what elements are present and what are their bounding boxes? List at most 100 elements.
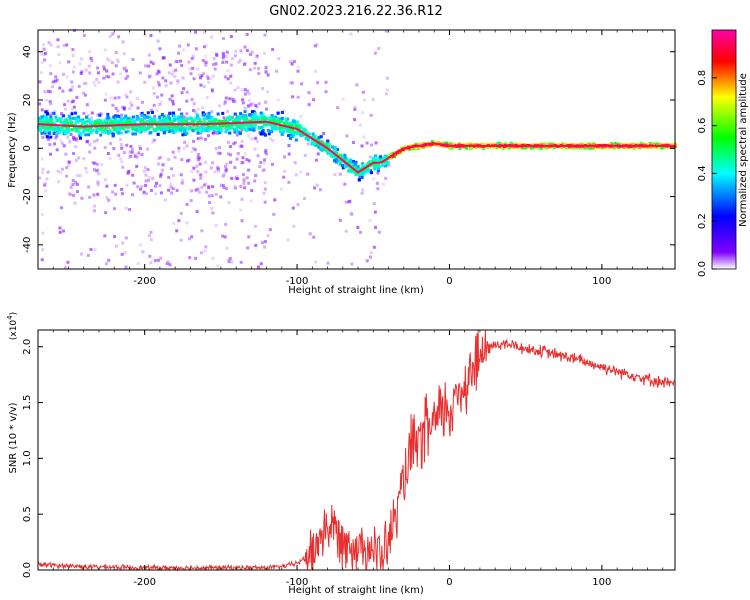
spectrogram-cell: [140, 100, 144, 104]
spectrogram-cell: [233, 118, 237, 122]
spectrogram-cell: [202, 31, 206, 35]
spectrogram-cell: [192, 123, 196, 127]
spectrogram-cell: [240, 88, 244, 92]
spectrogram-cell: [585, 146, 589, 150]
spectrogram-cell: [138, 144, 142, 148]
spectrogram-cell: [351, 160, 355, 164]
spectrogram-cell: [362, 170, 366, 174]
spectrogram-cell: [162, 131, 166, 135]
spectrogram-cell: [117, 131, 121, 135]
spectrogram-cell: [242, 177, 246, 181]
spectrogram-cell: [197, 121, 201, 125]
spectrogram-cell: [263, 118, 267, 122]
spectrogram-cell: [114, 114, 118, 118]
spectrogram-cell: [110, 61, 114, 65]
spectrogram-cell: [191, 54, 195, 58]
spectrogram-cell: [365, 163, 369, 167]
spectrogram-cell: [72, 65, 76, 69]
spectrogram-cell: [146, 147, 150, 151]
spectrogram-y-axis-label: Frequency (Hz): [7, 112, 18, 188]
spectrogram-cell: [318, 188, 322, 192]
spectrogram-cell: [458, 146, 462, 150]
spectrogram-cell: [143, 117, 147, 121]
spectrogram-cell: [210, 207, 214, 211]
spectrogram-cell: [253, 123, 257, 127]
spectrogram-cell: [142, 190, 146, 194]
spectrogram-cell: [225, 55, 229, 59]
spectrogram-cell: [46, 170, 50, 174]
spectrogram-cell: [265, 90, 269, 94]
spectrogram-cell: [46, 127, 50, 131]
spectrogram-cell: [330, 145, 334, 149]
spectrogram-cell: [43, 58, 47, 62]
spectrogram-cell: [63, 266, 67, 270]
spectrogram-cell: [111, 103, 115, 107]
spectrogram-cell: [165, 261, 169, 265]
spectrogram-cell: [283, 170, 287, 174]
colorbar: 0.0 0.2 0.4 0.6 0.8 Normalized spectral ampl…: [697, 29, 749, 277]
spectrogram-cell: [530, 146, 534, 150]
spectrogram-cell: [80, 57, 84, 61]
spectrogram-cell: [257, 72, 261, 76]
spectrogram-cell: [279, 119, 283, 123]
spectrogram-cell: [116, 109, 120, 113]
spectrogram-cell: [46, 89, 50, 93]
spectrogram-cell: [360, 144, 364, 148]
spectrogram-cell: [243, 110, 247, 114]
spectrogram-cell: [124, 69, 128, 73]
spectrogram-cell: [148, 115, 152, 119]
spectrogram-cell: [38, 120, 42, 124]
spectrogram-cell: [139, 118, 143, 122]
spectrogram-cell: [72, 193, 76, 197]
spectrogram-cell: [221, 60, 225, 64]
spectrogram-cell: [135, 115, 139, 119]
spectrogram-cell: [269, 119, 273, 123]
spectrogram-cell: [237, 130, 241, 134]
spectrogram-cell: [310, 139, 314, 143]
spectrogram-cell: [224, 126, 228, 130]
spectrogram-cell: [119, 137, 123, 141]
spectrogram-cell: [46, 119, 50, 123]
spectrogram-cell: [90, 120, 94, 124]
spectrogram-cell: [263, 51, 267, 55]
spectrogram-cell: [190, 127, 194, 131]
spectrogram-cell: [270, 125, 274, 129]
spectrogram-cell: [200, 74, 204, 78]
spectrogram-cell: [263, 121, 267, 125]
spectrogram-cell: [128, 117, 132, 121]
spectrogram-cell: [207, 194, 211, 198]
spectrogram-cell: [105, 69, 109, 73]
spectrogram-cell: [125, 117, 129, 121]
spectrogram-cell: [181, 115, 185, 119]
spectrogram-cell: [222, 173, 226, 177]
spectrogram-cell: [284, 117, 288, 121]
spectrogram-cell: [120, 192, 124, 196]
spectrogram-cell: [180, 181, 184, 185]
spectrogram-cell: [306, 137, 310, 141]
spectrogram-cell: [112, 127, 116, 131]
spectrogram-cell: [183, 128, 187, 132]
spectrogram-cell: [374, 158, 378, 162]
spectrogram-cell: [206, 134, 210, 138]
spectrogram-cell: [73, 201, 77, 205]
spectrogram-cell: [646, 145, 650, 149]
spectrogram-cell: [217, 119, 221, 123]
spectrogram-cell: [223, 127, 227, 131]
spectrogram-cell: [59, 120, 63, 124]
spectrogram-cell: [376, 171, 380, 175]
spectrogram-cell: [109, 142, 113, 146]
spectrogram-cell: [226, 109, 230, 113]
spectrogram-cell: [152, 103, 156, 107]
spectrogram-cell: [180, 158, 184, 162]
spectrogram-cell: [256, 154, 260, 158]
spectrogram-cell: [156, 125, 160, 129]
spectrogram-cell: [93, 146, 97, 150]
spectrogram-cell: [179, 211, 183, 215]
spectrogram-cell: [207, 116, 211, 120]
spectrogram-cell: [65, 166, 69, 170]
spectrogram-cell: [211, 211, 215, 215]
spectrogram-cell: [552, 146, 556, 150]
spectrogram-cell: [475, 145, 479, 149]
spectrogram-cell: [200, 127, 204, 131]
